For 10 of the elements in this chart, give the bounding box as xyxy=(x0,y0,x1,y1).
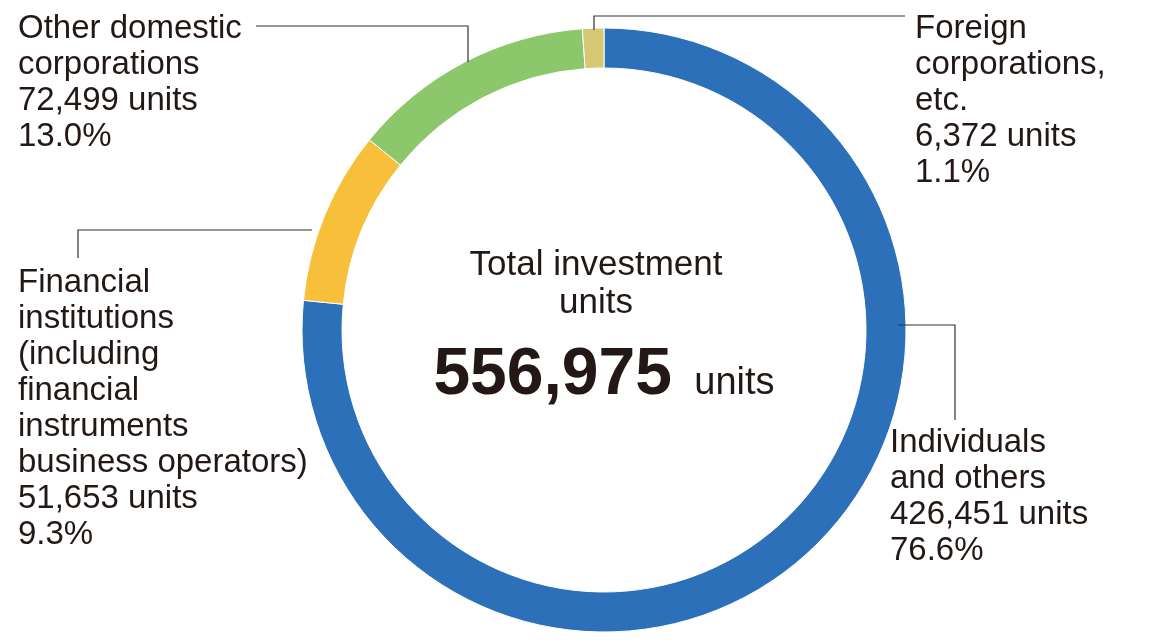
data-label: 426,451 units 76.6% xyxy=(890,494,1089,567)
slice-label: Individuals and others xyxy=(890,422,1046,495)
text: 556,975 units xyxy=(433,334,775,408)
text: Total investment units xyxy=(469,243,723,320)
slice-label: Foreign corporations, etc. xyxy=(915,8,1106,117)
slice-label: Other domestic corporations xyxy=(18,8,242,81)
data-label: 51,653 units 9.3% xyxy=(18,478,198,551)
slice-label: Financial institutions (including financial instruments business operators) xyxy=(18,262,308,479)
data-label: 6,372 units 1.1% xyxy=(915,116,1077,189)
data-label: 72,499 units 13.0% xyxy=(18,80,198,153)
